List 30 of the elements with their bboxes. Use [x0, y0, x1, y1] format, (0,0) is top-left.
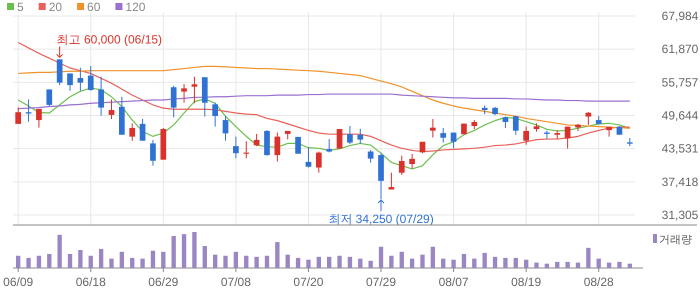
y-tick-label: 37,418 [662, 174, 699, 189]
x-tick-label: 06/29 [148, 275, 179, 289]
x-tick-label: 08/07 [438, 275, 469, 289]
y-tick-label: 67,984 [662, 9, 699, 23]
x-tick-label: 07/20 [293, 275, 324, 289]
legend-item: 거래량 [653, 234, 692, 246]
x-tick-label: 07/29 [366, 275, 396, 289]
x-tick-label: 06/18 [76, 275, 106, 289]
x-tick-label: 08/28 [584, 275, 614, 289]
legend-item: 20 [38, 0, 62, 14]
legend-item: 60 [77, 0, 100, 14]
y-tick-label: 55,757 [662, 75, 699, 90]
x-tick-label: 07/08 [220, 275, 252, 289]
y-tick-label: 31,305 [662, 208, 699, 222]
legend-label: 60 [87, 0, 101, 14]
annotation: 최저 34,250 (07/29) [328, 199, 434, 226]
y-tick-label: 61,870 [662, 42, 699, 56]
x-tick-label: 06/09 [3, 275, 34, 289]
legend-label: 20 [48, 0, 62, 14]
annotation: 최고 60,000 (06/15) [56, 32, 162, 46]
y-tick-label: 43,531 [662, 142, 699, 156]
legend-label: 120 [125, 0, 146, 14]
legend-label: 5 [17, 0, 24, 14]
x-tick-label: 08/19 [511, 275, 542, 289]
legend-label: 거래량 [659, 234, 692, 246]
legend-item: 120 [115, 0, 146, 14]
annotation: 최저 34,250 (07/29) [328, 212, 434, 226]
annotation: 최고 60,000 (06/15) [56, 32, 162, 58]
y-tick-label: 49,644 [662, 108, 699, 123]
legend-item: 5 [7, 0, 24, 14]
